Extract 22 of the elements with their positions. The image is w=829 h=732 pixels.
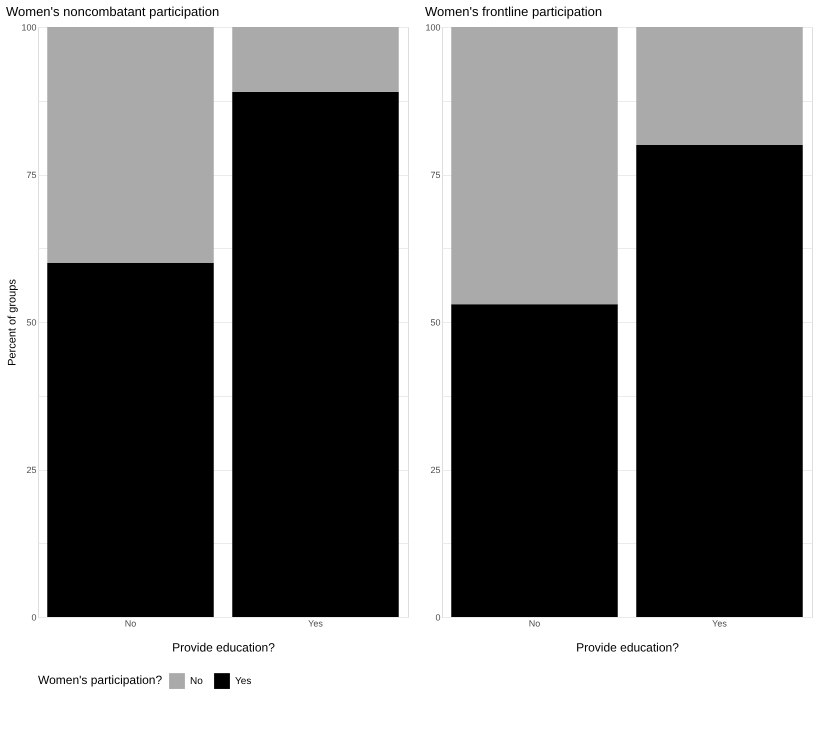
x-axis-title: Provide education? (172, 640, 276, 654)
y-tick-label: 25 (26, 465, 36, 475)
y-tick-label: 25 (430, 465, 440, 475)
y-tick-label: 50 (26, 318, 36, 328)
y-axis-title: Percent of groups (6, 278, 18, 366)
y-tick-label: 50 (430, 318, 440, 328)
y-tick-label: 100 (21, 22, 36, 32)
x-tick-label: Yes (712, 618, 728, 628)
chart-title: Women's frontline participation (424, 4, 602, 19)
y-tick-label: 100 (425, 22, 440, 32)
legend-label: No (190, 676, 204, 688)
x-axis-title: Provide education? (576, 640, 680, 654)
y-tick-label: 75 (26, 170, 36, 180)
x-tick-label: No (124, 618, 136, 628)
y-tick-label: 0 (31, 612, 36, 622)
legend-title: Women's participation? (38, 673, 162, 687)
x-tick-label: No (528, 618, 540, 628)
y-tick-label: 0 (435, 612, 440, 622)
y-tick-label: 75 (430, 170, 440, 180)
chart-title: Women's noncombatant participation (6, 4, 220, 19)
x-tick-label: Yes (308, 618, 324, 628)
legend-label: Yes (235, 676, 252, 688)
